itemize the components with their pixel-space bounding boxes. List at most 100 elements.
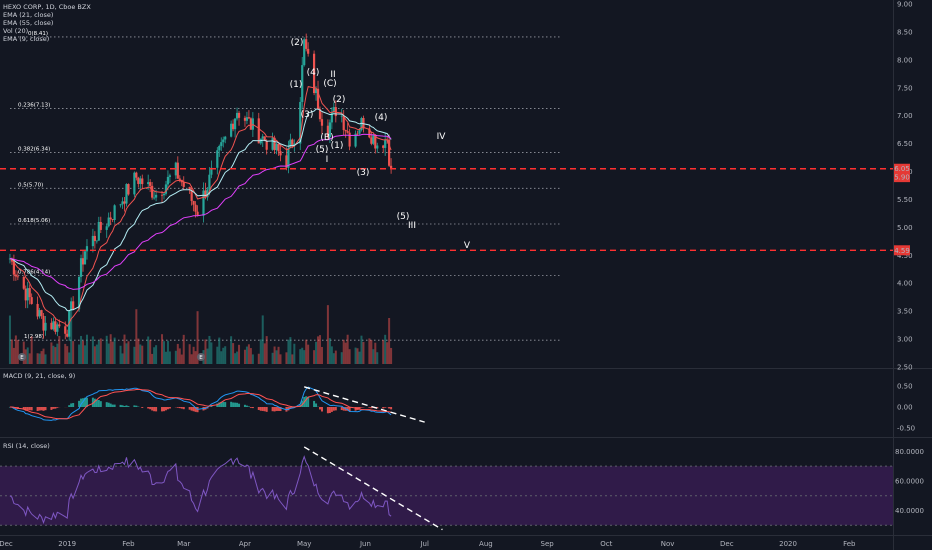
macd-histogram-bar [54, 407, 57, 409]
candle-body [220, 142, 223, 146]
macd-histogram-bar [210, 405, 213, 407]
macd-histogram-bar [224, 402, 227, 407]
price-tick-label: 6.50 [897, 140, 913, 148]
candle-body [139, 178, 142, 184]
candle-body [192, 200, 195, 205]
volume-bar [210, 342, 213, 364]
volume-bar [328, 338, 331, 364]
indicator-ema21[interactable]: EMA (21, close) [3, 11, 54, 19]
candle-body [348, 132, 351, 147]
volume-bar [125, 343, 128, 364]
macd-histogram-bar [164, 407, 167, 411]
x-tick-label: Nov [661, 540, 675, 548]
volume-bar [40, 351, 43, 364]
price-tick-label: 7.00 [897, 112, 913, 120]
wave-label: III [408, 221, 416, 231]
macd-histogram-bar [44, 407, 47, 411]
candle-body [24, 288, 27, 301]
price-tick-label: 5.00 [897, 224, 913, 232]
candle-body [204, 190, 207, 198]
volume-bar [194, 351, 197, 364]
candle-body [50, 322, 53, 330]
macd-histogram-bar [340, 407, 343, 411]
indicator-ema9[interactable]: EMA (9, close) [3, 35, 50, 43]
candle-body [344, 130, 347, 132]
rsi-tick-label: 80.0000 [895, 448, 924, 456]
volume-bar [36, 353, 39, 364]
volume-bar [232, 343, 235, 364]
candle-body [370, 137, 373, 144]
volume-bar [8, 315, 11, 364]
candle-body [216, 150, 219, 168]
volume-bar [168, 351, 171, 364]
indicator-volume[interactable]: Vol (20) [3, 27, 29, 35]
candle-body [141, 178, 144, 185]
macd-histogram-bar [251, 407, 254, 409]
volume-bar [354, 347, 357, 364]
volume-bar [289, 337, 292, 364]
volume-bar [66, 346, 69, 364]
price-badge [894, 245, 910, 256]
macd-histogram-bar [113, 404, 116, 407]
macd-histogram-bar [236, 402, 239, 407]
candle-body [202, 190, 205, 216]
volume-bar [82, 340, 85, 364]
volume-bar [28, 353, 31, 364]
macd-histogram-bar [182, 407, 185, 410]
candle-body [164, 184, 168, 194]
macd-histogram-bar [271, 407, 274, 412]
ema9-line [9, 86, 392, 328]
candle-body [318, 109, 322, 120]
volume-bar [107, 343, 110, 364]
macd-legend[interactable]: MACD (9, 21, close, 9) [3, 372, 76, 380]
macd-histogram-bar [125, 405, 128, 407]
candle-body [384, 139, 387, 148]
volume-bar [58, 335, 61, 364]
macd-histogram-bar [22, 407, 25, 410]
candle-body [314, 88, 318, 94]
macd-histogram-bar [384, 407, 387, 408]
wave-label: (2) [291, 38, 304, 48]
macd-histogram-bar [99, 401, 102, 407]
volume-bar [119, 345, 122, 364]
volume-bar [315, 341, 318, 364]
volume-bar [218, 337, 221, 364]
wave-label: II [330, 70, 335, 80]
macd-histogram-bar [358, 407, 361, 410]
rsi-line [9, 455, 392, 525]
price-badge [894, 172, 910, 183]
volume-bar [342, 339, 345, 364]
volume-bar [319, 335, 322, 364]
candle-body [334, 107, 337, 117]
volume-bar [97, 340, 100, 364]
macd-histogram-bar [83, 397, 86, 407]
macd-histogram-bar [119, 404, 122, 407]
macd-histogram-bar [176, 407, 179, 408]
volume-bar [222, 347, 225, 364]
price-tick-label: 5.50 [897, 196, 913, 204]
macd-histogram-bar [390, 407, 393, 410]
volume-bar [265, 336, 268, 364]
macd-histogram-bar [319, 407, 322, 410]
volume-bar [85, 334, 88, 364]
indicator-ema55[interactable]: EMA (55, close) [3, 19, 54, 27]
volume-bar [50, 342, 53, 364]
candle-body [305, 39, 308, 49]
x-tick-label: Dec [0, 540, 13, 548]
x-tick-label: 2020 [779, 540, 797, 548]
macd-histogram-bar [382, 407, 385, 409]
volume-bar [305, 339, 308, 364]
candle-body [176, 162, 179, 179]
candle-body [289, 139, 292, 149]
symbol-title[interactable]: HEXO CORP, 1D, Cboe BZX [3, 3, 91, 11]
volume-bar [368, 338, 371, 364]
rsi-tick-label: 60.0000 [895, 477, 924, 485]
volume-bar [236, 351, 239, 364]
fib-label: 0.5(5.70) [18, 182, 43, 188]
price-tick-label: 8.50 [897, 28, 913, 36]
rsi-legend[interactable]: RSI (14, close) [3, 442, 50, 450]
volume-bar [80, 335, 83, 364]
macd-histogram-bar [330, 407, 333, 412]
candle-body [261, 136, 264, 139]
